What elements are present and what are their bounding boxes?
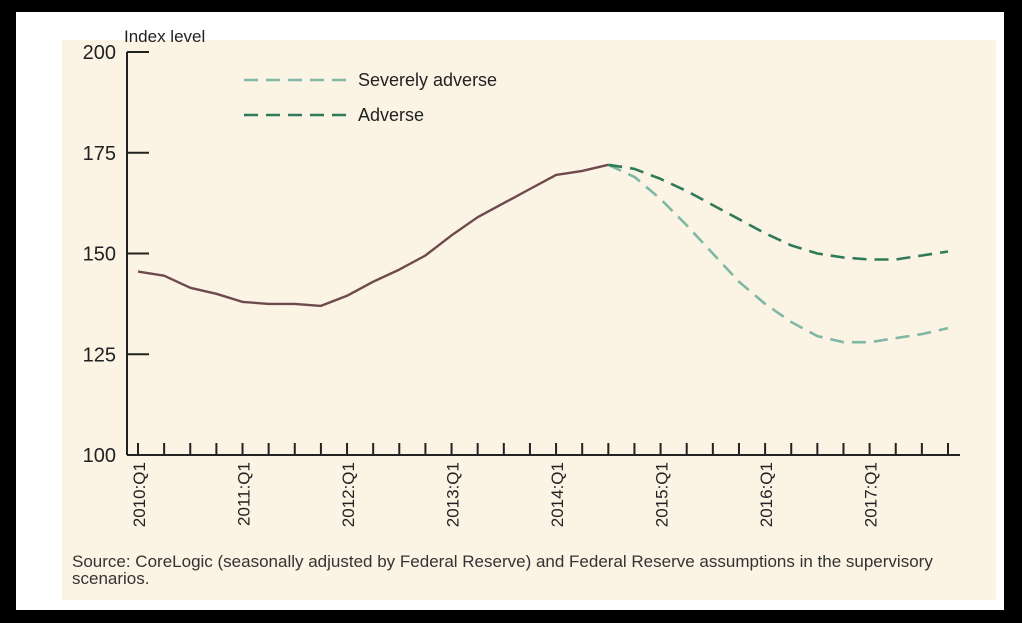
- series-line-severely-adverse: [607, 163, 949, 344]
- source-note: Source: CoreLogic (seasonally adjusted b…: [72, 553, 933, 587]
- y-axis-title: Index level: [124, 27, 205, 46]
- x-tick-label: 2015:Q1: [653, 462, 672, 527]
- series-layer: [137, 163, 949, 344]
- y-tick-label: 125: [83, 344, 116, 366]
- y-tick-label: 100: [83, 445, 116, 467]
- x-tick-label: 2014:Q1: [548, 462, 567, 527]
- legend-label: Severely adverse: [358, 70, 497, 90]
- x-tick-label: 2017:Q1: [862, 462, 881, 527]
- series-line-adverse: [608, 163, 949, 261]
- axes: 100 125 150 175 200 Index level 2010:Q1 2011:Q1…: [83, 27, 960, 527]
- legend-label: Adverse: [358, 105, 424, 125]
- chart-area: [62, 40, 996, 600]
- legend: Severely adverse Adverse: [244, 70, 497, 125]
- y-tick-label: 175: [83, 143, 116, 165]
- x-tick-label: 2013:Q1: [444, 462, 463, 527]
- series-line-historical: [137, 163, 609, 308]
- y-tick-label: 150: [83, 244, 116, 266]
- x-tick-label: 2016:Q1: [757, 462, 776, 527]
- x-tick-label: 2010:Q1: [130, 462, 149, 527]
- x-tick-label: 2011:Q1: [235, 462, 254, 526]
- chart-panel: [16, 12, 1004, 610]
- x-tick-label: 2012:Q1: [339, 462, 358, 527]
- y-tick-label: 200: [83, 42, 116, 64]
